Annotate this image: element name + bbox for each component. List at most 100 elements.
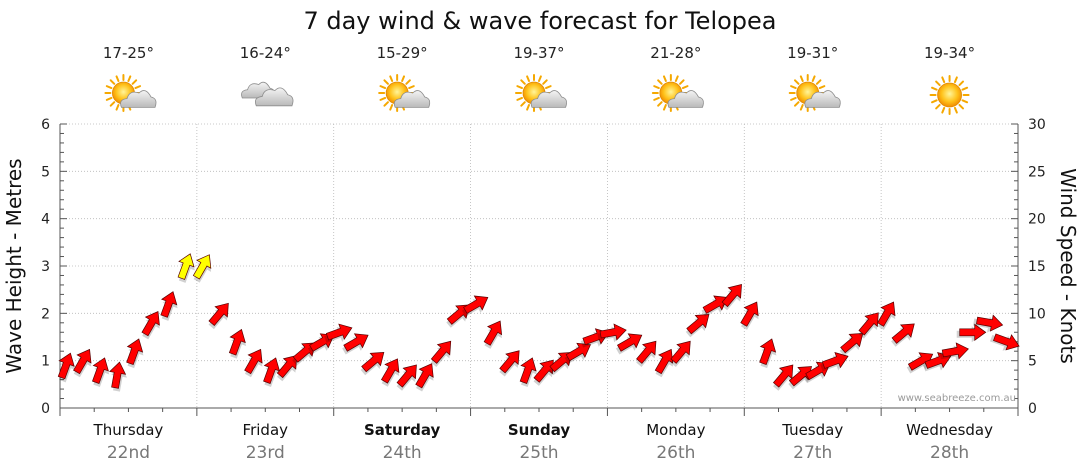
day-temperature: 19-37° bbox=[513, 44, 564, 62]
wind-arrow bbox=[360, 351, 385, 376]
x-date-label: 27th bbox=[793, 443, 832, 463]
x-axis-day-labels: Thursday 22nd Friday 23rd Saturday 24th Sunday… bbox=[93, 421, 994, 463]
wind-arrow bbox=[564, 342, 591, 364]
wind-arrow bbox=[461, 295, 489, 317]
sun-cloud-icon bbox=[651, 74, 704, 112]
wind-arrow bbox=[276, 354, 298, 382]
wind-arrow bbox=[685, 314, 710, 338]
grid-lines bbox=[60, 123, 1018, 408]
wind-arrow bbox=[788, 366, 813, 390]
wind-arrow bbox=[721, 283, 742, 311]
wind-arrow bbox=[519, 357, 537, 388]
y-right-tick-label: 10 bbox=[1028, 306, 1046, 322]
wind-arrow bbox=[415, 363, 434, 392]
wind-arrow bbox=[701, 295, 728, 317]
day-temperature: 21-28° bbox=[650, 44, 701, 62]
sun-cloud-icon bbox=[515, 74, 567, 112]
wind-arrow bbox=[533, 359, 554, 386]
x-day-label: Wednesday bbox=[906, 421, 993, 439]
y-left-tick-label: 1 bbox=[41, 354, 50, 370]
day-temperature: 15-29° bbox=[377, 44, 428, 62]
wind-arrow bbox=[73, 348, 92, 378]
y-right-tick-label: 15 bbox=[1028, 259, 1046, 275]
y-right-tick-label: 5 bbox=[1028, 354, 1037, 370]
watermark: www.seabreeze.com.au bbox=[898, 393, 1016, 404]
wind-arrow bbox=[324, 323, 353, 343]
wind-arrow bbox=[615, 333, 643, 355]
day-temperature: 19-31° bbox=[787, 44, 838, 62]
wind-arrow bbox=[244, 348, 263, 378]
y-right-tick-label: 25 bbox=[1028, 164, 1046, 180]
y-left-tick-label: 4 bbox=[41, 212, 50, 228]
wind-arrow bbox=[891, 323, 915, 347]
y-left-tick-label: 3 bbox=[41, 259, 50, 275]
wind-arrow bbox=[57, 352, 76, 383]
wind-arrow bbox=[759, 338, 777, 369]
y-right-tick-label: 30 bbox=[1028, 117, 1046, 133]
wind-arrow bbox=[740, 301, 759, 330]
x-date-label: 28th bbox=[930, 443, 969, 463]
sun-cloud-icon bbox=[788, 74, 841, 112]
wind-arrow bbox=[109, 361, 127, 392]
wind-arrow bbox=[446, 304, 470, 328]
wind-arrow bbox=[208, 302, 229, 330]
x-date-label: 24th bbox=[383, 443, 422, 463]
x-day-label: Sunday bbox=[508, 421, 571, 439]
x-date-label: 25th bbox=[519, 443, 558, 463]
wind-arrow bbox=[820, 351, 849, 372]
wind-arrow bbox=[263, 357, 281, 388]
wind-arrow bbox=[92, 357, 110, 388]
y-right-tick-label: 20 bbox=[1028, 212, 1046, 228]
wind-arrow bbox=[772, 364, 794, 391]
day-temperature: 17-25° bbox=[103, 44, 154, 62]
x-day-label: Monday bbox=[646, 421, 705, 439]
y-left-tick-label: 2 bbox=[41, 306, 50, 322]
x-day-label: Tuesday bbox=[781, 421, 843, 439]
x-day-label: Friday bbox=[243, 421, 289, 439]
wind-arrow bbox=[877, 301, 896, 330]
wind-arrow bbox=[597, 323, 627, 343]
x-date-label: 26th bbox=[656, 443, 695, 463]
y-left-tick-label: 6 bbox=[41, 117, 50, 133]
wind-arrow bbox=[956, 323, 987, 343]
wind-arrows bbox=[57, 253, 1020, 392]
axes: 0 1 2 3 4 5 6 0 5 10 15 20 25 30 bbox=[41, 117, 1046, 417]
wind-arrow bbox=[177, 253, 195, 283]
wind-arrow bbox=[342, 333, 369, 355]
wind-arrow bbox=[989, 333, 1020, 351]
wind-arrow bbox=[380, 358, 400, 387]
wind-arrow bbox=[430, 340, 452, 367]
wind-arrow bbox=[548, 351, 573, 376]
sun-cloud-icon bbox=[104, 74, 157, 112]
y-left-tick-label: 0 bbox=[41, 401, 50, 417]
cloud-icon bbox=[241, 81, 294, 107]
chart-title: 7 day wind & wave forecast for Telopea bbox=[303, 7, 776, 35]
wind-arrow bbox=[973, 314, 1004, 333]
sun-cloud-icon bbox=[378, 74, 431, 112]
wind-arrow bbox=[160, 291, 178, 321]
wind-arrow bbox=[126, 338, 144, 369]
wind-arrow bbox=[654, 348, 674, 378]
y-right-axis-label: Wind Speed - Knots bbox=[1056, 168, 1080, 364]
day-temperature: 16-24° bbox=[240, 44, 291, 62]
x-date-label: 23rd bbox=[246, 443, 285, 463]
wind-arrow bbox=[939, 342, 969, 362]
wind-arrow bbox=[192, 254, 212, 283]
wind-arrow bbox=[858, 312, 879, 339]
y-right-tick-label: 0 bbox=[1028, 401, 1037, 417]
y-left-tick-label: 5 bbox=[41, 164, 50, 180]
x-day-label: Saturday bbox=[364, 421, 441, 439]
x-date-label: 22nd bbox=[107, 443, 150, 463]
wind-arrow bbox=[670, 340, 691, 367]
wind-arrow bbox=[292, 342, 316, 366]
wind-arrow bbox=[636, 340, 657, 367]
wind-arrow bbox=[483, 320, 503, 349]
day-temperature: 19-34° bbox=[924, 44, 975, 62]
sun-icon bbox=[929, 75, 970, 115]
wind-arrow bbox=[396, 364, 417, 391]
wind-arrow bbox=[228, 328, 247, 359]
wind-arrow bbox=[141, 311, 160, 340]
wind-arrow bbox=[839, 332, 864, 357]
wind-arrow bbox=[499, 350, 520, 377]
